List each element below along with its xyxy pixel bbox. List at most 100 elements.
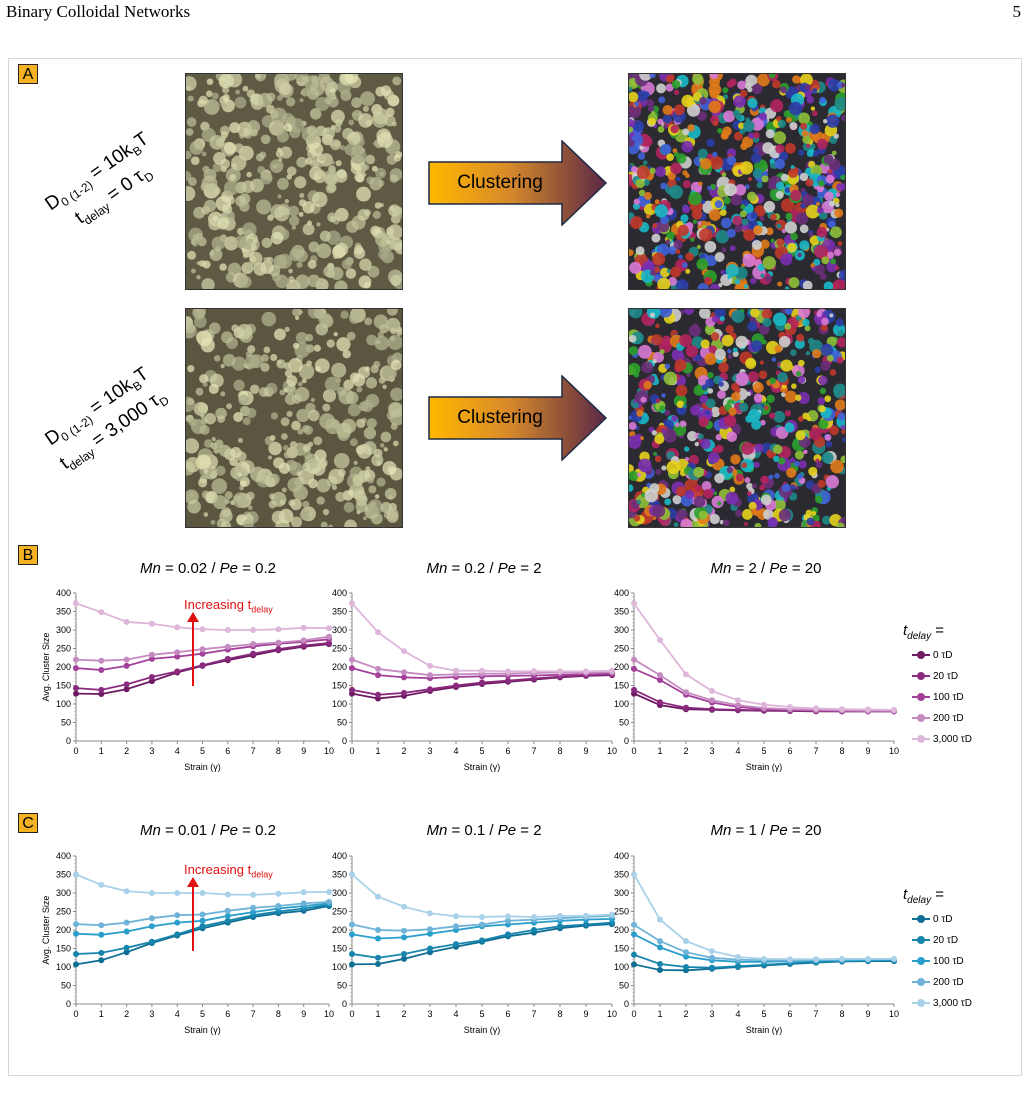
data-point <box>199 917 206 924</box>
data-point <box>148 678 155 685</box>
data-point <box>174 919 181 926</box>
x-tick-label: 4 <box>735 1009 740 1019</box>
data-point <box>174 890 181 896</box>
y-tick-label: 0 <box>624 736 629 746</box>
y-tick-label: 350 <box>614 607 629 617</box>
panel-label-a: A <box>18 64 38 84</box>
y-tick-label: 50 <box>619 718 629 728</box>
data-point <box>349 921 355 928</box>
x-tick-label: 4 <box>453 1009 458 1019</box>
data-point <box>98 691 105 697</box>
data-point <box>326 898 332 905</box>
data-point <box>557 923 563 930</box>
data-point <box>275 890 282 897</box>
y-tick-label: 100 <box>614 699 629 709</box>
simulation-image-gel-2 <box>185 308 403 528</box>
data-point <box>174 931 181 938</box>
y-tick-label: 300 <box>332 625 347 635</box>
legend-item: 20 τD <box>912 670 958 684</box>
y-tick-label: 400 <box>56 851 71 861</box>
x-axis-label: Strain (γ) <box>184 762 221 772</box>
y-tick-label: 200 <box>332 925 347 935</box>
data-point <box>224 907 231 914</box>
data-point <box>453 913 459 920</box>
line-chart-b3: 0 50 100 150 200 250 300 350 400 0 1 2 3 4 5 6 7 8 9 10 Stra… <box>614 588 899 772</box>
y-tick-label: 0 <box>342 736 347 746</box>
legend-label: 100 τD <box>933 956 964 967</box>
y-tick-label: 200 <box>614 925 629 935</box>
annotation-arrow-c <box>187 877 199 951</box>
data-point <box>375 665 381 672</box>
x-tick-label: 8 <box>839 746 844 756</box>
figure-frame <box>8 58 1022 1076</box>
data-point <box>761 701 767 708</box>
data-point <box>631 951 637 958</box>
y-tick-label: 200 <box>332 662 347 672</box>
legend-item: 0 τD <box>912 649 953 663</box>
data-point <box>349 665 355 672</box>
data-point <box>479 937 485 944</box>
y-tick-label: 400 <box>614 588 629 598</box>
data-point <box>375 672 381 679</box>
data-point <box>174 649 181 656</box>
data-point <box>583 921 589 928</box>
x-tick-label: 2 <box>401 1009 406 1019</box>
x-tick-label: 9 <box>865 746 870 756</box>
data-point <box>98 686 105 693</box>
data-point <box>427 672 433 679</box>
x-tick-label: 1 <box>375 1009 380 1019</box>
legend-swatch <box>912 693 930 702</box>
x-tick-label: 4 <box>175 746 180 756</box>
data-point <box>250 641 257 648</box>
line-chart-c1: 0 50 100 150 200 250 300 350 400 0 1 2 3 4 5 6 7 8 9 10 Stra… <box>41 851 334 1035</box>
clustering-label-2: Clustering <box>457 407 543 428</box>
y-tick-label: 50 <box>337 718 347 728</box>
x-tick-label: 0 <box>631 746 636 756</box>
data-point <box>148 655 155 662</box>
data-point <box>73 665 79 672</box>
x-tick-label: 5 <box>479 746 484 756</box>
y-tick-label: 300 <box>332 888 347 898</box>
y-axis-label: Avg. Cluster Size <box>41 633 51 702</box>
x-tick-label: 0 <box>349 746 354 756</box>
data-point <box>891 706 897 713</box>
data-point <box>73 921 79 928</box>
x-tick-label: 7 <box>813 746 818 756</box>
legend-swatch <box>912 999 930 1008</box>
data-point <box>174 653 181 660</box>
data-point <box>401 689 407 696</box>
data-point <box>73 656 79 663</box>
data-point <box>735 954 741 960</box>
data-point <box>479 921 485 928</box>
y-tick-label: 100 <box>614 962 629 972</box>
data-point <box>73 951 79 957</box>
data-point <box>224 912 231 919</box>
data-point <box>224 627 231 633</box>
x-tick-label: 3 <box>427 1009 432 1019</box>
series-line <box>351 602 613 673</box>
data-point <box>631 871 637 878</box>
data-point <box>174 912 181 919</box>
x-tick-label: 6 <box>787 746 792 756</box>
legend-label: 0 τD <box>933 650 953 661</box>
x-tick-label: 0 <box>73 746 78 756</box>
clustered-image-2 <box>628 308 846 528</box>
x-tick-label: 4 <box>175 1009 180 1019</box>
line-chart-c3: 0 50 100 150 200 250 300 350 400 0 1 2 3 4 5 6 7 8 9 10 Stra… <box>614 851 899 1035</box>
data-point <box>583 668 589 675</box>
data-point <box>839 955 845 962</box>
x-tick-label: 2 <box>401 746 406 756</box>
data-point <box>709 964 715 971</box>
data-point <box>375 893 381 900</box>
data-point <box>148 674 155 680</box>
x-tick-label: 7 <box>251 1009 256 1019</box>
y-tick-label: 250 <box>332 907 347 917</box>
x-tick-label: 0 <box>73 1009 78 1019</box>
data-point <box>123 686 130 693</box>
clustering-label-1: Clustering <box>457 172 543 193</box>
data-point <box>683 671 689 678</box>
data-point <box>349 961 355 968</box>
data-point <box>123 681 130 688</box>
x-tick-label: 9 <box>301 746 306 756</box>
data-point <box>98 931 105 938</box>
